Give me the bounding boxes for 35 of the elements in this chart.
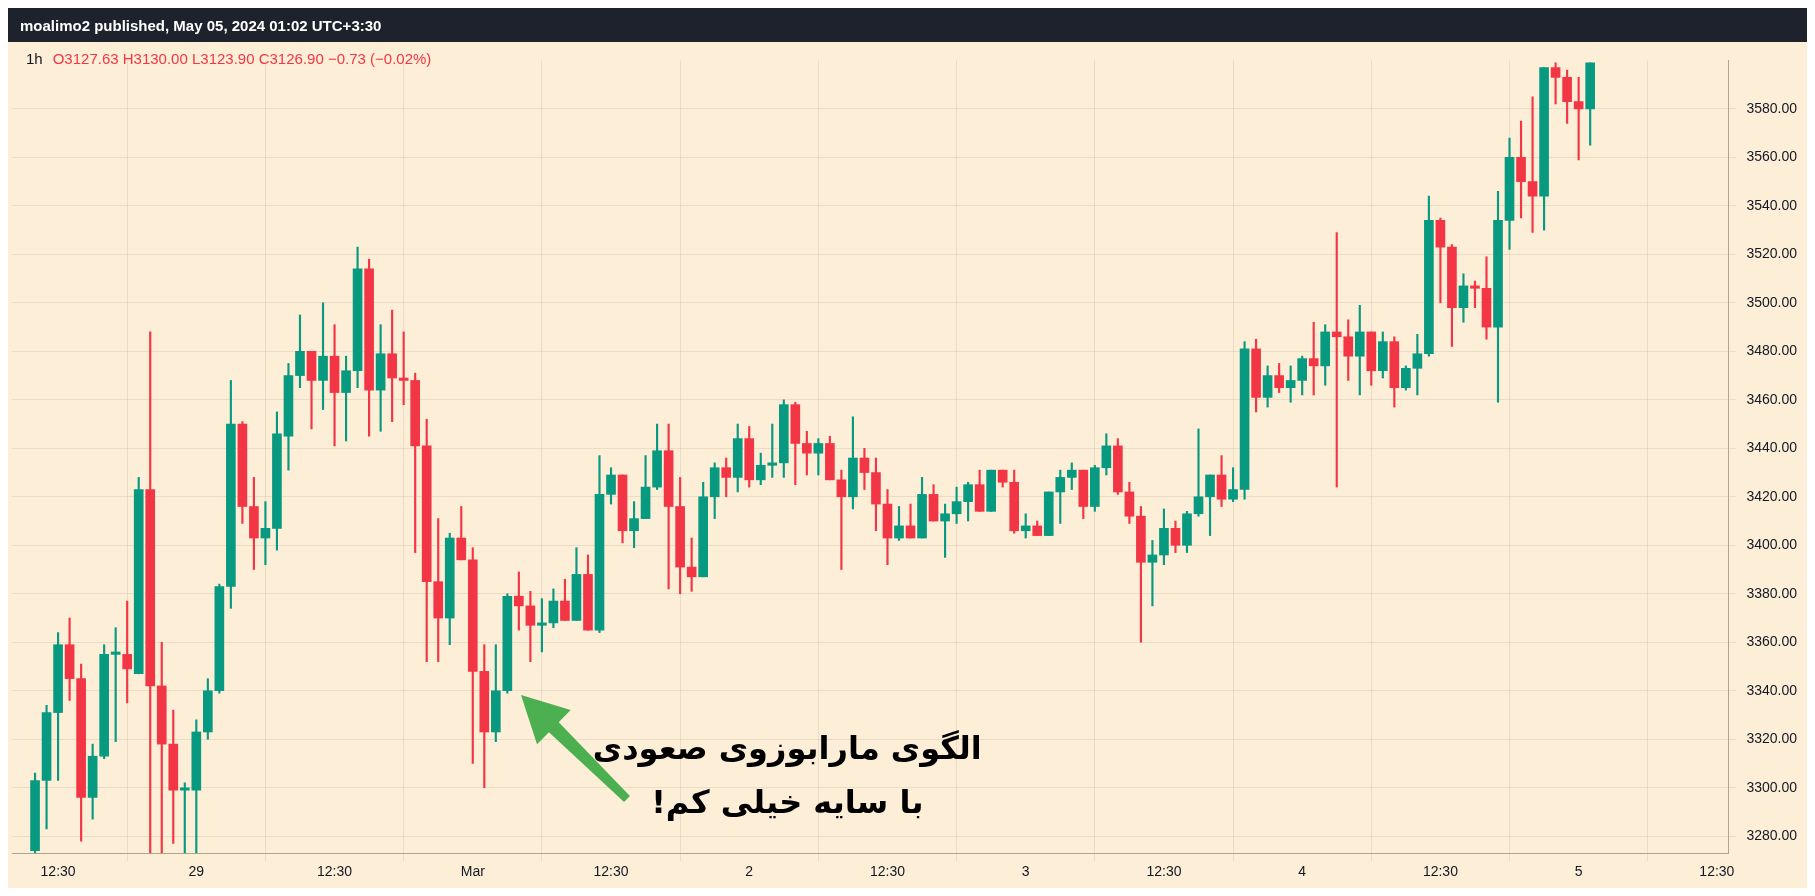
y-tick-label: 3560.00 bbox=[1746, 148, 1798, 165]
candlestick bbox=[1043, 491, 1054, 536]
y-tick-label: 3540.00 bbox=[1746, 196, 1798, 213]
y-tick-label: 3580.00 bbox=[1746, 99, 1798, 116]
y-tick-label: 3360.00 bbox=[1746, 633, 1798, 650]
x-tick-label: 3 bbox=[1021, 863, 1030, 880]
x-tick-label: 4 bbox=[1298, 863, 1307, 880]
candlestick bbox=[986, 469, 996, 512]
x-tick-label: 12:30 bbox=[869, 863, 906, 880]
y-tick-label: 3460.00 bbox=[1746, 390, 1798, 407]
x-tick-label: 12:30 bbox=[317, 863, 353, 880]
y-tick-label: 3500.00 bbox=[1746, 293, 1798, 310]
x-tick-label: 29 bbox=[188, 863, 205, 880]
y-tick-label: 3480.00 bbox=[1746, 342, 1798, 359]
y-tick-label: 3300.00 bbox=[1746, 778, 1798, 795]
x-tick-label: 12:30 bbox=[40, 863, 76, 880]
y-tick-label: 3320.00 bbox=[1746, 730, 1798, 747]
x-tick-label: 2 bbox=[745, 863, 754, 880]
x-tick-label: 12:30 bbox=[1699, 863, 1735, 880]
y-tick-label: 3520.00 bbox=[1746, 245, 1798, 262]
text: moalimo2 published, May 05, 2024 01:02 UTC+3:30 bbox=[20, 16, 382, 34]
annotation: الگوی مارابوزوی صعودی با سایه خیلی کم! bbox=[591, 727, 983, 823]
y-tick-label: 3400.00 bbox=[1746, 536, 1798, 553]
x-tick-label: 12:30 bbox=[1146, 863, 1182, 880]
y-tick-label: 3380.00 bbox=[1746, 584, 1798, 601]
annotation: O3127.63 H3130.00 L3123.90 C3126.90 −0.73 (−0.02%) bbox=[52, 50, 432, 67]
y-tick-label: 3420.00 bbox=[1746, 487, 1798, 504]
y-tick-label: 3280.00 bbox=[1746, 827, 1798, 844]
x-tick-label: 12:30 bbox=[1422, 863, 1459, 880]
x-tick-label: Mar bbox=[460, 863, 486, 880]
y-tick-label: 3340.00 bbox=[1746, 681, 1798, 698]
x-tick-label: 5 bbox=[1574, 863, 1583, 880]
chart-title: 1h bbox=[26, 50, 43, 67]
y-tick-label: 3440.00 bbox=[1746, 439, 1798, 456]
x-tick-label: 12:30 bbox=[593, 863, 629, 880]
